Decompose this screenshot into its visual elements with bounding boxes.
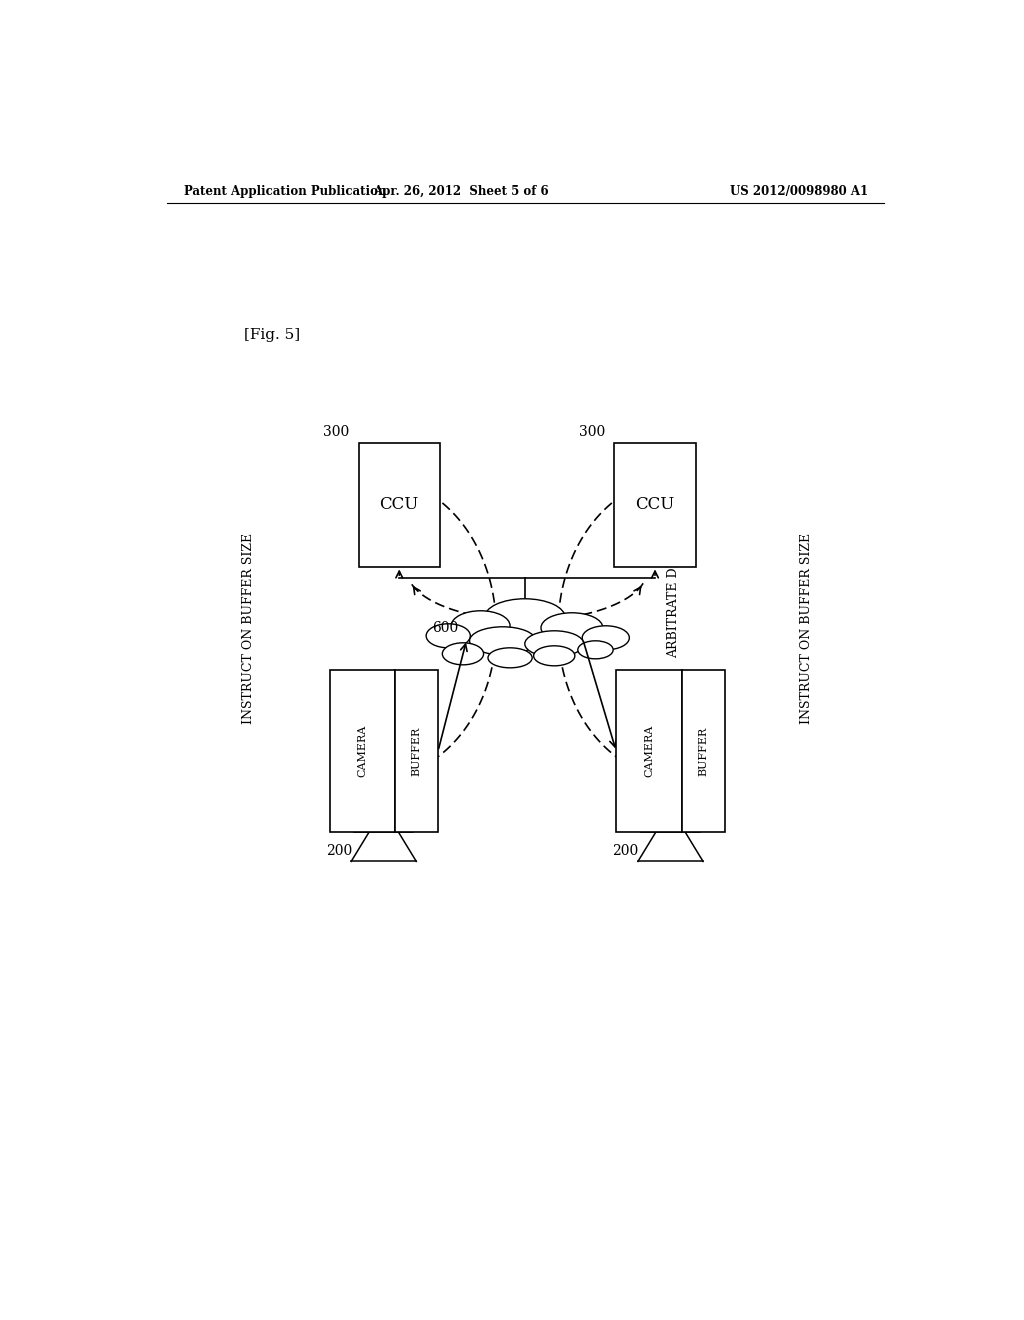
Text: INSTRUCT ON BUFFER SIZE: INSTRUCT ON BUFFER SIZE	[242, 532, 255, 723]
Bar	[616, 671, 682, 832]
Text: BUFFER: BUFFER	[412, 727, 422, 776]
Ellipse shape	[534, 645, 574, 665]
Text: CAMERA: CAMERA	[357, 725, 368, 777]
Text: INSTRUCT ON BUFFER SIZE: INSTRUCT ON BUFFER SIZE	[800, 532, 813, 723]
Ellipse shape	[426, 624, 470, 648]
Ellipse shape	[484, 599, 565, 636]
Ellipse shape	[488, 648, 532, 668]
Bar	[395, 671, 438, 832]
Bar	[614, 444, 695, 566]
Text: BUFFER: BUFFER	[698, 727, 709, 776]
Text: 300: 300	[579, 425, 605, 440]
Text: 200: 200	[612, 843, 639, 858]
Text: CAMERA: CAMERA	[644, 725, 654, 777]
Text: 300: 300	[323, 425, 349, 440]
Ellipse shape	[470, 627, 536, 655]
Text: 200: 200	[326, 843, 352, 858]
Text: ARBITRATE DELAY AMOUNT: ARBITRATE DELAY AMOUNT	[667, 467, 680, 659]
Ellipse shape	[452, 611, 510, 640]
Ellipse shape	[442, 643, 483, 665]
Bar	[682, 671, 725, 832]
Text: [Fig. 5]: [Fig. 5]	[245, 327, 300, 342]
Ellipse shape	[578, 640, 613, 659]
Text: 600: 600	[432, 622, 458, 635]
Ellipse shape	[524, 631, 584, 657]
Text: Patent Application Publication: Patent Application Publication	[183, 185, 386, 198]
Text: US 2012/0098980 A1: US 2012/0098980 A1	[730, 185, 868, 198]
Bar	[358, 444, 440, 566]
Text: Apr. 26, 2012  Sheet 5 of 6: Apr. 26, 2012 Sheet 5 of 6	[374, 185, 549, 198]
Text: CCU: CCU	[635, 496, 675, 513]
Ellipse shape	[541, 612, 603, 643]
Bar	[330, 671, 395, 832]
Ellipse shape	[583, 626, 630, 649]
Text: CCU: CCU	[380, 496, 419, 513]
